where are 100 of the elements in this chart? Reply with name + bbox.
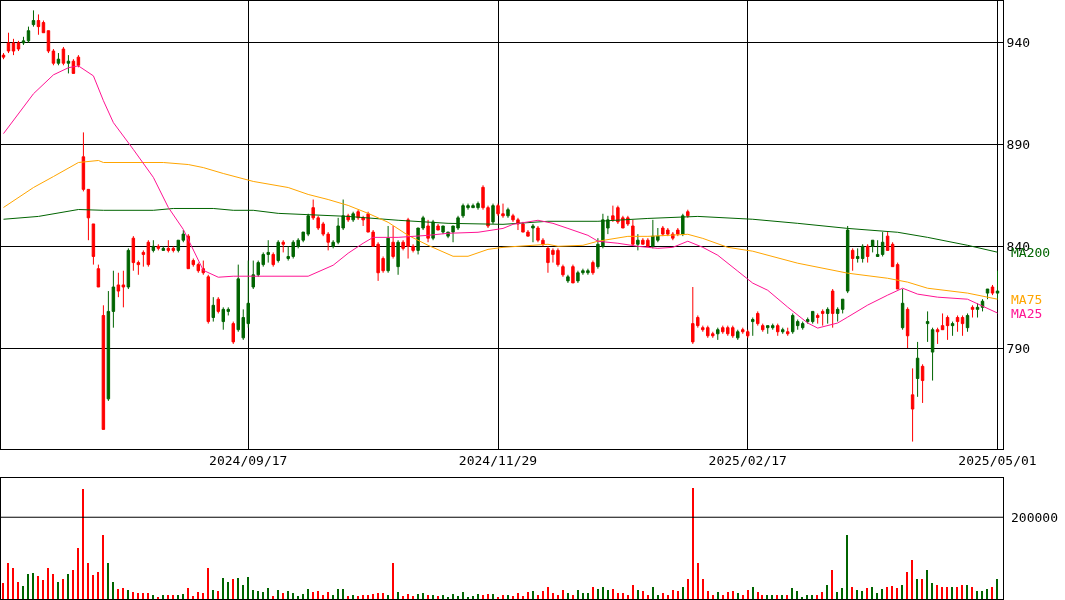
bar: [971, 587, 973, 599]
bar: [871, 587, 873, 599]
candlestick: [850, 247, 855, 272]
bar: [322, 595, 324, 599]
bar: [547, 587, 549, 599]
bar: [132, 592, 134, 599]
bar: [112, 582, 114, 599]
bar: [267, 588, 269, 599]
bar: [552, 593, 554, 599]
bar: [961, 585, 963, 599]
bar: [557, 595, 559, 599]
candlestick: [396, 239, 400, 276]
bar: [357, 596, 359, 599]
bar: [632, 585, 634, 599]
bar: [896, 588, 898, 599]
bar: [607, 590, 609, 599]
candlestick: [151, 239, 156, 253]
bar: [52, 574, 54, 599]
candlestick: [96, 264, 101, 288]
bar: [861, 591, 863, 599]
candlestick: [31, 9, 36, 28]
candlestick: [206, 274, 211, 325]
candlestick: [276, 239, 280, 264]
bar: [232, 579, 234, 599]
bar: [352, 595, 354, 599]
bar: [836, 592, 838, 599]
bar: [472, 596, 474, 599]
bar: [332, 595, 334, 599]
bar: [42, 580, 44, 599]
candlestick: [960, 314, 965, 337]
candlestick: [975, 302, 980, 319]
candlestick: [751, 317, 755, 337]
bar: [856, 590, 858, 599]
bar: [32, 573, 34, 599]
bar: [986, 589, 988, 599]
bar: [881, 589, 883, 599]
text: 200000: [1011, 510, 1058, 525]
bar: [97, 572, 99, 599]
x-tick-label: 2024/09/17: [209, 453, 288, 469]
bar: [152, 595, 154, 599]
bar: [252, 590, 254, 599]
candlestick: [810, 310, 815, 325]
candlestick: [865, 243, 870, 264]
candlestick: [681, 213, 685, 237]
bar: [537, 595, 539, 599]
bar: [312, 592, 314, 599]
candlestick: [885, 231, 890, 251]
bar: [372, 594, 374, 599]
bar: [167, 595, 169, 599]
bar: [17, 582, 19, 599]
bar: [781, 595, 783, 599]
bar: [412, 596, 414, 599]
candlestick: [571, 264, 575, 284]
candlestick: [1, 52, 6, 60]
bar: [202, 593, 204, 599]
bar: [302, 594, 304, 599]
bar: [752, 587, 754, 599]
candlestick: [815, 312, 820, 325]
candlestick: [231, 321, 235, 345]
bar: [327, 592, 329, 599]
bar: [62, 579, 64, 599]
candlestick: [716, 327, 720, 341]
bar: [37, 576, 39, 599]
bar: [347, 596, 349, 599]
bar: [582, 593, 584, 599]
bar: [287, 591, 289, 599]
bar: [482, 595, 484, 599]
bar: [477, 594, 479, 599]
bar: [906, 572, 908, 599]
candlestick: [11, 38, 16, 56]
series-label: MA75: [1011, 292, 1043, 307]
bar: [77, 548, 79, 599]
bar: [637, 590, 639, 599]
candlestick: [935, 327, 940, 345]
bar: [811, 595, 813, 599]
bar: [981, 591, 983, 599]
bar: [47, 568, 49, 599]
bar: [527, 592, 529, 599]
bar: [941, 587, 943, 599]
bar: [282, 593, 284, 599]
bar: [866, 588, 868, 599]
bar: [512, 596, 514, 599]
candlestick: [116, 272, 121, 298]
candlestick: [36, 13, 41, 36]
bar: [702, 579, 704, 599]
bar: [22, 586, 24, 599]
bar: [402, 596, 404, 599]
bar: [127, 590, 129, 599]
bar: [507, 595, 509, 599]
bar: [457, 596, 459, 599]
candlestick: [631, 219, 635, 245]
bar: [67, 574, 69, 599]
bar: [876, 593, 878, 599]
bar: [72, 570, 74, 599]
candlestick: [965, 312, 970, 333]
bar: [257, 591, 259, 599]
bar: [502, 595, 504, 599]
candlestick: [870, 239, 875, 253]
candlestick: [506, 207, 510, 219]
candlestick: [51, 48, 56, 66]
